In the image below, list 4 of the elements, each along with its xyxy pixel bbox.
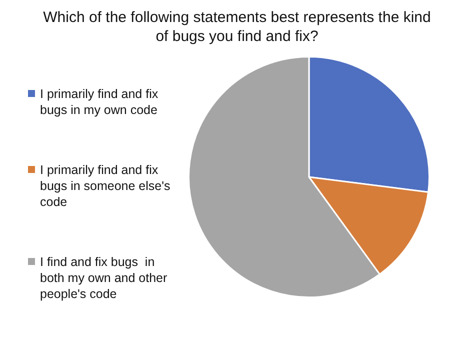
legend-label: I primarily find and fix bugs in my own code: [39, 86, 160, 118]
legend-label: I primarily find and fix bugs in someone else's code: [39, 162, 172, 210]
chart-title: Which of the following statements best represents the kind of bugs you find and fix?: [42, 8, 432, 46]
legend-label: I find and fix bugs in both my own and other people's code: [39, 254, 168, 302]
